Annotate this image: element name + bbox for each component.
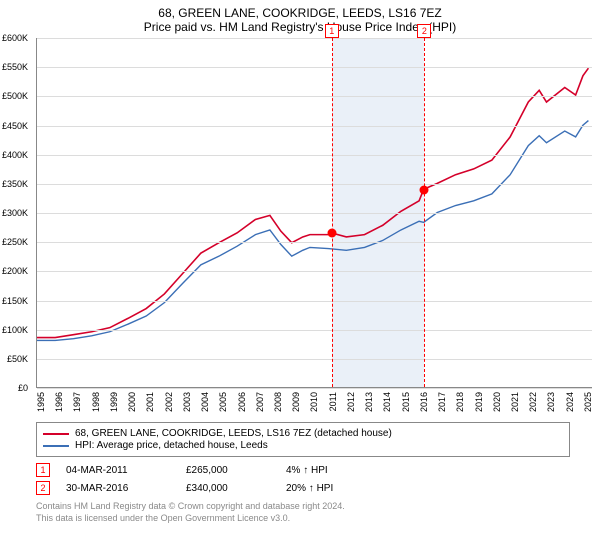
footer-line: This data is licensed under the Open Gov…	[36, 513, 570, 525]
series-property	[37, 68, 588, 337]
event-number-box: 2	[36, 481, 50, 495]
event-price: £265,000	[186, 465, 286, 476]
x-tick-label: 2020	[492, 392, 502, 412]
x-tick-label: 2025	[583, 392, 593, 412]
x-tick-label: 2002	[164, 392, 174, 412]
legend-swatch	[43, 433, 69, 435]
event-date: 30-MAR-2016	[66, 483, 186, 494]
y-tick-label: £450K	[2, 121, 28, 131]
event-delta: 20% ↑ HPI	[286, 483, 333, 494]
sale-point	[327, 229, 336, 238]
legend-label: 68, GREEN LANE, COOKRIDGE, LEEDS, LS16 7…	[75, 428, 392, 439]
x-tick-label: 2015	[401, 392, 411, 412]
legend-row: 68, GREEN LANE, COOKRIDGE, LEEDS, LS16 7…	[43, 428, 563, 439]
event-vline	[332, 38, 333, 387]
x-tick-label: 2004	[200, 392, 210, 412]
chart-title: 68, GREEN LANE, COOKRIDGE, LEEDS, LS16 7…	[0, 0, 600, 20]
y-tick-label: £400K	[2, 150, 28, 160]
event-price: £340,000	[186, 483, 286, 494]
x-tick-label: 2018	[455, 392, 465, 412]
x-tick-label: 2008	[273, 392, 283, 412]
x-tick-label: 2022	[528, 392, 538, 412]
y-tick-label: £0	[18, 383, 28, 393]
x-tick-label: 2021	[510, 392, 520, 412]
y-tick-label: £150K	[2, 296, 28, 306]
x-tick-label: 1997	[72, 392, 82, 412]
y-tick-label: £100K	[2, 325, 28, 335]
x-tick-label: 2005	[218, 392, 228, 412]
x-tick-label: 1995	[36, 392, 46, 412]
y-tick-label: £350K	[2, 179, 28, 189]
x-tick-label: 2013	[364, 392, 374, 412]
x-tick-label: 1996	[54, 392, 64, 412]
sale-point	[420, 185, 429, 194]
x-tick-label: 2003	[182, 392, 192, 412]
x-tick-label: 2006	[237, 392, 247, 412]
plot-area: 12	[36, 38, 592, 388]
event-number-box: 1	[36, 463, 50, 477]
x-tick-label: 2007	[255, 392, 265, 412]
x-tick-label: 1999	[109, 392, 119, 412]
x-tick-label: 2019	[474, 392, 484, 412]
legend-swatch	[43, 445, 69, 447]
y-tick-label: £600K	[2, 33, 28, 43]
y-tick-label: £500K	[2, 91, 28, 101]
x-tick-label: 2011	[328, 392, 338, 411]
y-tick-label: £550K	[2, 62, 28, 72]
y-tick-label: £250K	[2, 237, 28, 247]
event-table: 1 04-MAR-2011£265,0004% ↑ HPI 2 30-MAR-2016…	[36, 463, 570, 495]
x-tick-label: 2001	[145, 392, 155, 412]
x-tick-label: 2000	[127, 392, 137, 412]
x-tick-label: 2023	[546, 392, 556, 412]
event-date: 04-MAR-2011	[66, 465, 186, 476]
chart-subtitle: Price paid vs. HM Land Registry's House …	[0, 20, 600, 38]
event-row: 1 04-MAR-2011£265,0004% ↑ HPI	[36, 463, 570, 477]
x-tick-label: 2017	[437, 392, 447, 412]
x-tick-label: 2016	[419, 392, 429, 412]
legend-row: HPI: Average price, detached house, Leed…	[43, 440, 563, 451]
event-marker-box: 2	[417, 24, 431, 38]
y-tick-label: £50K	[7, 354, 28, 364]
x-tick-label: 2012	[346, 392, 356, 412]
chart-area: £0£50K£100K£150K£200K£250K£300K£350K£400…	[30, 38, 598, 418]
event-row: 2 30-MAR-2016£340,00020% ↑ HPI	[36, 481, 570, 495]
series-hpi	[37, 121, 588, 341]
event-vline	[424, 38, 425, 387]
footer-attribution: Contains HM Land Registry data © Crown c…	[36, 501, 570, 524]
x-tick-label: 2024	[565, 392, 575, 412]
legend-label: HPI: Average price, detached house, Leed…	[75, 440, 268, 451]
legend: 68, GREEN LANE, COOKRIDGE, LEEDS, LS16 7…	[36, 422, 570, 457]
x-tick-label: 2014	[382, 392, 392, 412]
x-tick-label: 2009	[291, 392, 301, 412]
x-tick-label: 1998	[91, 392, 101, 412]
y-tick-label: £300K	[2, 208, 28, 218]
footer-line: Contains HM Land Registry data © Crown c…	[36, 501, 570, 513]
event-delta: 4% ↑ HPI	[286, 465, 328, 476]
y-axis: £0 £50K £100K £150K £200K £250K £300K £350K £400…	[0, 38, 30, 418]
x-tick-label: 2010	[309, 392, 319, 412]
y-tick-label: £200K	[2, 266, 28, 276]
event-marker-box: 1	[325, 24, 339, 38]
